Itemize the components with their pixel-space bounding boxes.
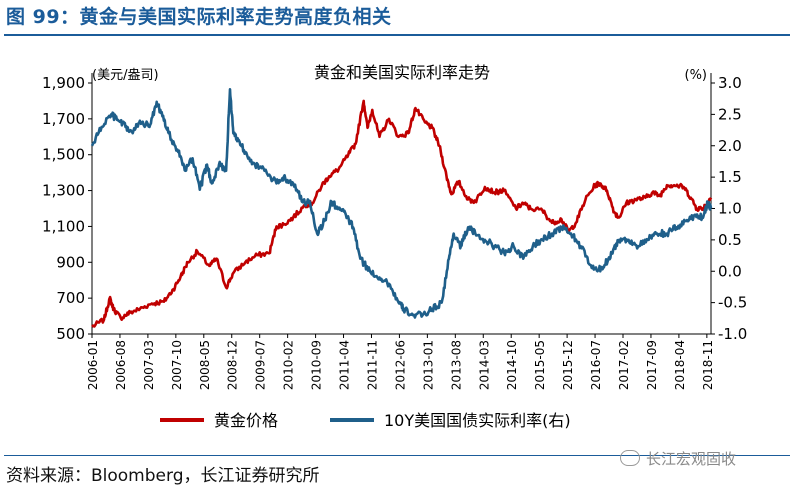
x-tick-label: 2013-08 — [449, 340, 463, 390]
left-tick-label: 500 — [56, 325, 85, 343]
x-tick-label: 2007-10 — [170, 340, 184, 390]
left-tick-label: 1,500 — [42, 146, 85, 164]
right-tick-label: -0.5 — [718, 294, 747, 312]
series-line — [90, 88, 713, 319]
series-line — [91, 99, 713, 328]
x-tick-label: 2011-04 — [338, 340, 352, 390]
x-tick-label: 2018-04 — [673, 340, 687, 390]
left-tick-label: 700 — [56, 289, 85, 307]
x-tick-label: 2018-11 — [701, 340, 715, 390]
source-note: 资料来源：Bloomberg，长江证券研究所 — [6, 466, 320, 486]
right-tick-label: 2.5 — [718, 105, 742, 123]
legend-label: 黄金价格 — [214, 411, 278, 430]
right-tick-label: 0.5 — [718, 231, 742, 249]
x-tick-label: 2013-01 — [421, 340, 435, 390]
right-tick-label: -1.0 — [718, 325, 747, 343]
title-rule — [4, 34, 790, 36]
x-tick-label: 2017-02 — [617, 340, 631, 390]
right-axis-unit: (%) — [685, 68, 708, 83]
right-tick-label: 3.0 — [718, 74, 742, 92]
x-tick-label: 2006-08 — [114, 340, 128, 390]
x-tick-label: 2011-11 — [365, 340, 379, 390]
right-tick-label: 1.0 — [718, 200, 742, 218]
watermark-text: 长江宏观固收 — [646, 450, 737, 468]
legend-label: 10Y美国国债实际利率(右) — [384, 411, 571, 430]
x-tick-label: 2016-07 — [589, 340, 603, 390]
x-tick-label: 2014-03 — [477, 340, 491, 390]
x-tick-label: 2015-05 — [533, 340, 547, 390]
left-tick-label: 1,900 — [42, 74, 85, 92]
x-tick-label: 2014-10 — [505, 340, 519, 390]
x-tick-label: 2010-02 — [282, 340, 296, 390]
left-tick-label: 1,700 — [42, 110, 85, 128]
series-layer — [90, 88, 713, 328]
x-tick-label: 2017-09 — [645, 340, 659, 390]
figure-title: 图 99：黄金与美国实际利率走势高度负相关 — [6, 6, 392, 28]
watermark: 长江宏观固收 — [620, 448, 736, 469]
x-tick-label: 2006-01 — [86, 340, 100, 390]
legend: 黄金价格 10Y美国国债实际利率(右) — [160, 411, 571, 430]
x-tick-label: 2010-09 — [310, 340, 324, 390]
x-tick-label: 2008-12 — [226, 340, 240, 390]
x-tick-label: 2012-06 — [393, 340, 407, 390]
x-tick-label: 2007-03 — [142, 340, 156, 390]
left-axis-unit: (美元/盎司) — [92, 68, 159, 83]
left-tick-label: 900 — [56, 253, 85, 271]
wechat-icon — [620, 450, 640, 466]
left-tick-label: 1,100 — [42, 217, 85, 235]
left-tick-label: 1,300 — [42, 182, 85, 200]
right-tick-label: 0.0 — [718, 262, 742, 280]
axes: 500 700 900 1,100 1,300 1,500 1,700 1,900 -1.0 -0… — [42, 73, 747, 390]
right-tick-label: 1.5 — [718, 168, 742, 186]
chart: 黄金和美国实际利率走势 (美元/盎司) (%) 500 700 900 1,100 1,… — [42, 63, 747, 430]
x-tick-label: 2008-05 — [198, 340, 212, 390]
chart-title: 黄金和美国实际利率走势 — [314, 63, 490, 82]
source-rule — [4, 455, 790, 456]
right-tick-label: 2.0 — [718, 137, 742, 155]
x-tick-label: 2015-12 — [561, 340, 575, 390]
x-tick-label: 2009-07 — [254, 340, 268, 390]
